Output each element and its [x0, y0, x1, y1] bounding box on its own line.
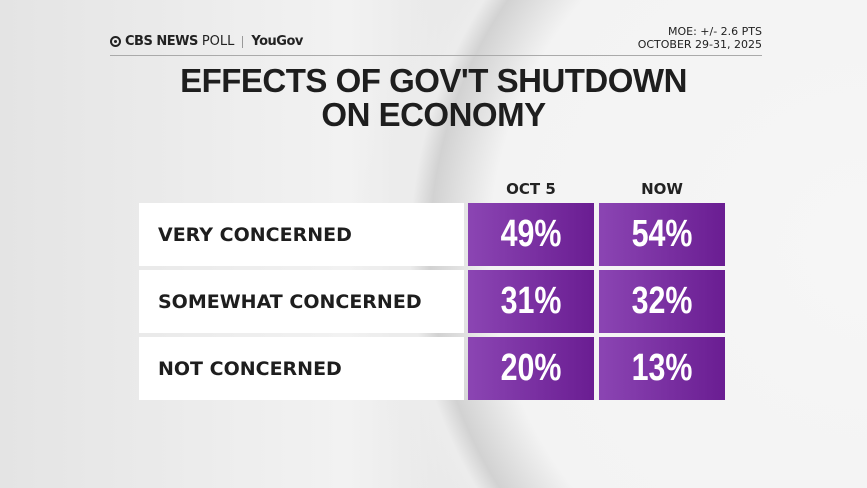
poll-dates: OCTOBER 29-31, 2025: [637, 38, 762, 51]
poll-info: MOE: +/- 2.6 PTS OCTOBER 29-31, 2025: [638, 25, 762, 51]
page-title: EFFECTS OF GOV'T SHUTDOWN ON ECONOMY: [180, 62, 687, 133]
value-cell: 32%: [599, 270, 725, 333]
value-label: 54%: [631, 213, 693, 255]
value-cell: 54%: [599, 203, 725, 266]
yougov-logo: YouGov: [251, 34, 303, 49]
value-cell: 49%: [468, 203, 594, 266]
value-label: 13%: [631, 347, 693, 389]
column-header: OCT 5: [506, 180, 556, 198]
value-label: 31%: [500, 280, 562, 322]
row-label: SOMEWHAT CONCERNED: [139, 270, 464, 333]
header-rule: [110, 55, 762, 56]
cbs-eye-icon: [110, 36, 121, 47]
value-label: 49%: [500, 213, 562, 255]
row-label: VERY CONCERNED: [139, 203, 464, 266]
column-header: NOW: [641, 180, 683, 198]
cbs-news-poll-logo: CBS NEWS POLL YouGov: [110, 34, 303, 49]
row-label: NOT CONCERNED: [139, 337, 464, 400]
value-label: 32%: [631, 280, 693, 322]
margin-of-error: MOE: +/- 2.6 PTS: [667, 25, 762, 38]
value-cell: 31%: [468, 270, 594, 333]
divider: [242, 35, 244, 48]
value-cell: 20%: [468, 337, 594, 400]
value-label: 20%: [500, 347, 562, 389]
value-cell: 13%: [599, 337, 725, 400]
